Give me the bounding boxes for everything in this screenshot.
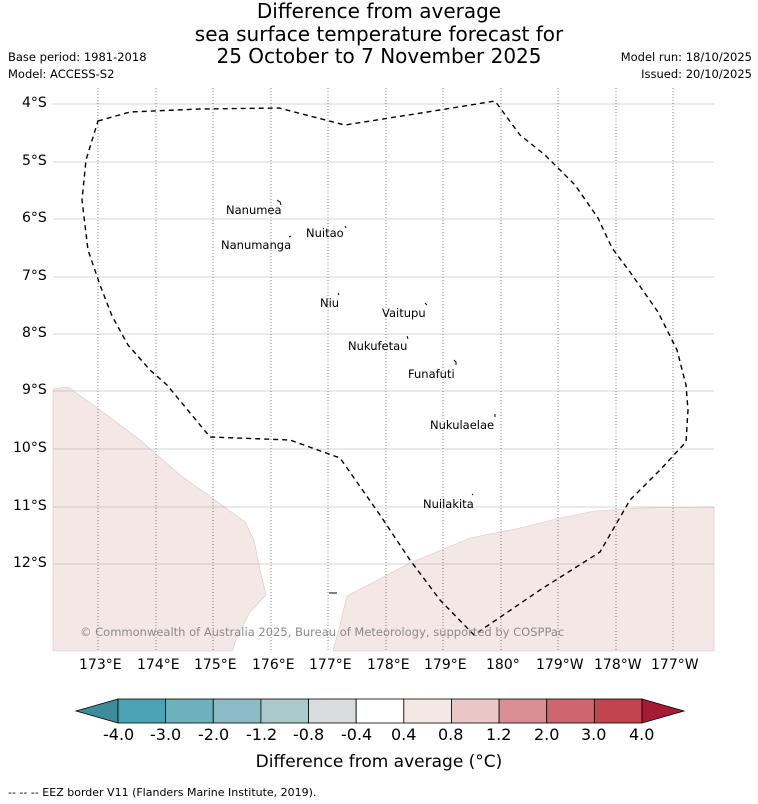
latitude-gridlines <box>53 103 714 565</box>
colorbar-segment <box>212 698 262 724</box>
island-markers <box>276 199 496 594</box>
lon-label: 178°E <box>367 657 410 673</box>
colorbar-segment <box>403 698 452 724</box>
lon-label: 177°W <box>651 657 699 673</box>
island-label-nuilakita: Nuilakita <box>423 497 474 511</box>
model-run-text: Model run: 18/10/2025 <box>620 50 752 64</box>
colorbar-segment <box>117 698 167 724</box>
colorbar-tick: 1.2 <box>486 725 512 744</box>
colorbar-tick: -4.0 <box>103 725 135 744</box>
colorbar-under-arrow <box>74 698 119 724</box>
lat-label: 12°S <box>13 555 47 571</box>
island-label-nanumea: Nanumea <box>226 203 282 217</box>
colorbar-tick: 3.0 <box>581 725 607 744</box>
colorbar-tick: 0.4 <box>391 725 417 744</box>
title-line-1: Difference from average <box>256 0 502 23</box>
eez-legend-text: -- -- -- EEZ border V11 (Flanders Marine… <box>8 786 317 799</box>
colorbar-segment <box>593 698 643 724</box>
colorbar-over-arrow <box>641 698 686 724</box>
island-label-nukulaelae: Nukulaelae <box>430 418 495 432</box>
lon-label: 180° <box>486 657 520 673</box>
lat-label: 8°S <box>22 325 47 341</box>
lon-label: 177°E <box>309 657 352 673</box>
colorbar-segment <box>498 698 548 724</box>
issued-text: Issued: 20/10/2025 <box>641 67 752 81</box>
colorbar-tick: 2.0 <box>534 725 560 744</box>
lat-label: 6°S <box>22 210 47 226</box>
colorbar-tick: -0.8 <box>293 725 325 744</box>
island-label-vaitupu: Vaitupu <box>382 306 426 320</box>
colorbar-tick: -1.2 <box>246 725 278 744</box>
colorbar-tick: 0.8 <box>438 725 464 744</box>
title-line-3: 25 October to 7 November 2025 <box>216 44 542 68</box>
anomaly-shading-west <box>52 386 267 652</box>
title-line-2: sea surface temperature forecast for <box>194 22 564 46</box>
colorbar-tick: -2.0 <box>198 725 230 744</box>
colorbar <box>74 698 686 724</box>
colorbar-segment <box>451 698 500 724</box>
lon-label: 176°E <box>252 657 295 673</box>
lon-label: 179°E <box>424 657 467 673</box>
lat-label: 7°S <box>22 268 47 284</box>
colorbar-tick: 4.0 <box>629 725 655 744</box>
lat-label: 10°S <box>13 440 47 456</box>
island-label-niu: Niu <box>320 296 340 310</box>
lon-label: 179°W <box>536 657 584 673</box>
lon-label: 175°E <box>194 657 237 673</box>
base-period-text: Base period: 1981-2018 <box>8 50 147 64</box>
colorbar-segment <box>546 698 595 724</box>
island-label-nukufetau: Nukufetau <box>348 339 408 353</box>
lon-label: 173°E <box>79 657 122 673</box>
colorbar-segments <box>74 698 686 724</box>
colorbar-segment <box>308 698 357 724</box>
colorbar-tick: -3.0 <box>150 725 182 744</box>
colorbar-tick: -0.4 <box>341 725 373 744</box>
colorbar-segment <box>355 698 405 724</box>
colorbar-segment <box>260 698 309 724</box>
lat-label: 11°S <box>13 498 47 514</box>
lon-label: 174°E <box>137 657 180 673</box>
copyright-text: © Commonwealth of Australia 2025, Bureau… <box>80 625 565 639</box>
lat-label: 4°S <box>22 95 47 111</box>
lat-label: 9°S <box>22 382 47 398</box>
island-label-nuitao: Nuitao <box>306 226 344 240</box>
longitude-gridlines <box>97 88 674 651</box>
eez-border <box>81 100 689 636</box>
lon-label: 178°W <box>594 657 642 673</box>
colorbar-segment <box>165 698 214 724</box>
colorbar-label: Difference from average (°C) <box>255 752 503 772</box>
island-label-nanumanga: Nanumanga <box>221 238 292 252</box>
island-label-funafuti: Funafuti <box>408 367 455 381</box>
model-text: Model: ACCESS-S2 <box>8 67 115 81</box>
lat-label: 5°S <box>22 153 47 169</box>
